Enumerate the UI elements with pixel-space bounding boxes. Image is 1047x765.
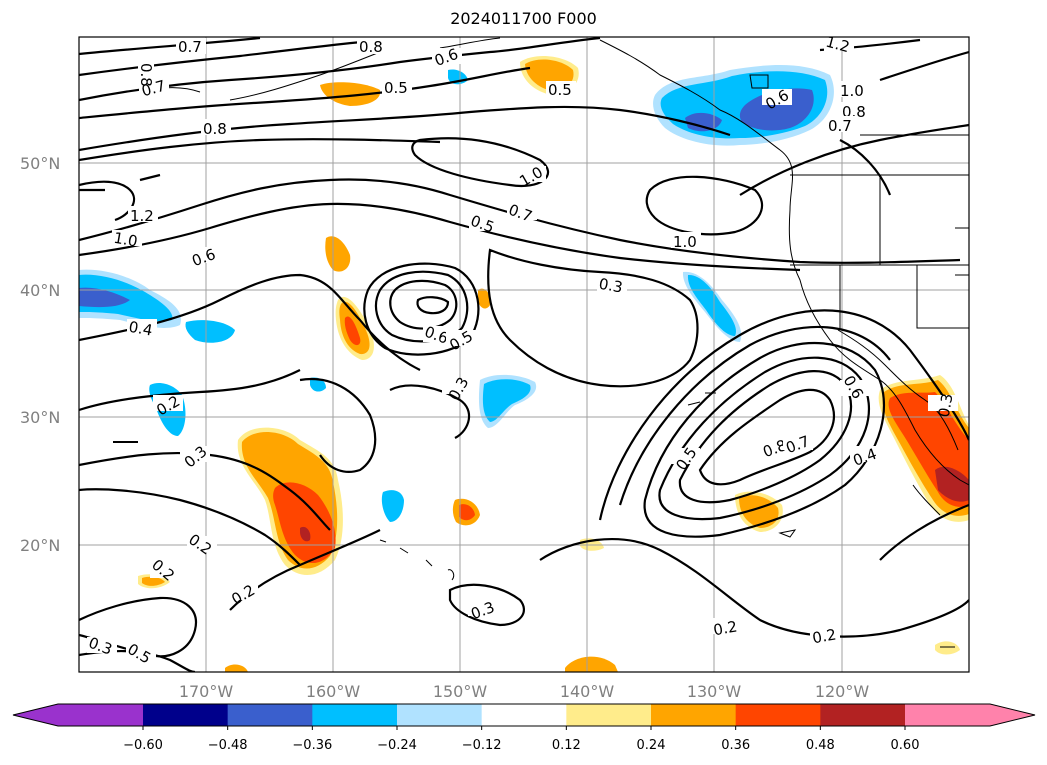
contour-label: 0.2 [811,625,838,647]
positive-anomaly-area [325,236,351,272]
positive-anomaly-area [273,482,336,564]
longitude-label: 130°W [687,682,742,701]
positive-anomaly-area [142,576,165,586]
colorbar-tick-label: 0.36 [721,738,750,753]
colorbar-segment [312,704,398,726]
contour-label: 0.5 [548,81,572,99]
colorbar-tick-label: −0.60 [123,738,163,753]
colorbar-tick-label: 0.60 [891,738,920,753]
colorbar-tick-label: −0.12 [462,738,502,753]
colorbar-segment [820,704,906,726]
colorbar-segment [566,704,652,726]
negative-anomaly-area [79,287,130,308]
colorbar-tick-label: −0.24 [377,738,417,753]
colorbar-tick-label: −0.48 [208,738,248,753]
positive-anomaly-area [565,656,618,672]
positive-anomaly-area [300,526,311,542]
colorbar-segment [397,704,483,726]
contour-label: 0.3 [935,392,957,419]
contour-label: 0.5 [384,79,408,97]
longitude-label: 160°W [306,682,361,701]
contour-label: 1.2 [130,207,154,225]
contour-label: 0.7 [178,38,202,56]
longitude-label: 120°W [815,682,870,701]
latitude-labels: 50°N 40°N 30°N 20°N [20,154,60,555]
colorbar-segment [735,704,821,726]
negative-anomaly-area [185,320,235,343]
positive-anomaly-area [935,466,969,502]
positive-anomaly-area [459,504,475,521]
anomaly-shading [79,56,969,672]
colorbar-segment [227,704,313,726]
positive-anomaly-area [344,316,361,346]
map-panel: 0.7 0.8 0.6 0.5 0.5 1.2 1.0 0.6 0.8 0.7 … [79,33,969,672]
latitude-label: 50°N [20,154,60,173]
longitude-label: 170°W [179,682,234,701]
contour-label: 1.0 [112,229,139,251]
contour-label: 0.4 [127,318,154,340]
colorbar-tick-label: 0.24 [637,738,666,753]
contour-label: 0.8 [137,63,155,87]
contour-label: 0.7 [828,117,852,135]
colorbar: −0.60 −0.48 −0.36 −0.24 −0.12 0.12 0.24 0.36 0.4… [12,703,1036,753]
colorbar-tick-label: 0.12 [552,738,581,753]
colorbar-segment [143,704,229,726]
latitude-label: 40°N [20,281,60,300]
latitude-label: 30°N [20,408,60,427]
colorbar-segment [651,704,737,726]
map-title: 2024011700 F000 [450,9,597,28]
contour-label: 0.2 [712,617,739,639]
longitude-label: 150°W [433,682,488,701]
contour-label: 0.8 [359,38,383,56]
map-frame [78,36,970,673]
contour-label: 0.3 [597,275,624,297]
contour-label: 1.0 [840,82,864,100]
positive-anomaly-area [320,82,381,106]
negative-anomaly-area [381,490,404,522]
longitude-label: 140°W [560,682,615,701]
contour-label: 0.8 [203,120,227,138]
colorbar-segment [481,704,567,726]
colorbar-outline [12,703,1036,727]
negative-anomaly-area [739,88,814,131]
positive-anomaly-area [935,641,960,655]
colorbar-segment [13,704,143,726]
colorbar-tick-label: 0.48 [806,738,835,753]
contour-labels: 0.7 0.8 0.6 0.5 0.5 1.2 1.0 0.6 0.8 0.7 … [86,33,958,667]
contour-label: 1.2 [824,33,852,57]
longitude-labels: 170°W 160°W 150°W 140°W 130°W 120°W [179,682,870,701]
colorbar-tick-label: −0.36 [292,738,332,753]
negative-anomaly-area [685,112,722,132]
positive-anomaly-area [225,664,248,672]
positive-anomaly-area [478,288,491,309]
latitude-label: 20°N [20,536,60,555]
negative-anomaly-area [482,379,531,422]
colorbar-segment [905,704,1035,726]
contour-label: 0.7 [140,77,168,101]
contour-label: 1.0 [673,233,697,251]
positive-anomaly-area [739,495,779,528]
